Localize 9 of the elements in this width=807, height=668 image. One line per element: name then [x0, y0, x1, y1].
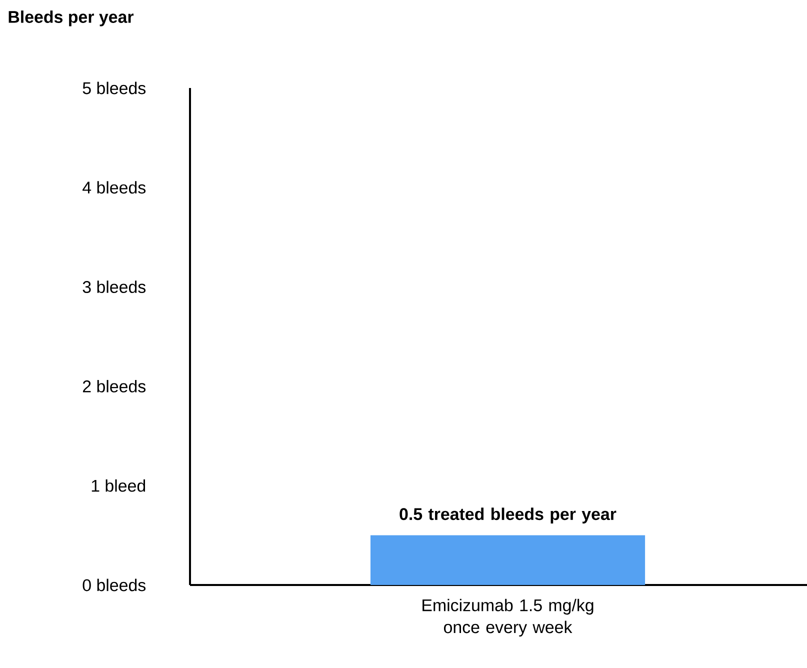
data-label: 0.5 treated bleeds per year [400, 508, 616, 524]
x-tick-label: Emicizumab 1.5 mg/kg once every week [422, 598, 594, 637]
y-tick-label: 3 bleeds [82, 280, 146, 294]
y-tick-label: 5 bleeds [82, 82, 146, 94]
y-tick-label: 4 bleeds [82, 181, 146, 194]
y-tick-label: 2 bleeds [82, 380, 146, 392]
y-axis-title: Bleeds per year [8, 10, 134, 26]
y-tick-label: 0 bleeds [82, 578, 146, 592]
y-tick-label: 1 bleed [92, 479, 146, 492]
